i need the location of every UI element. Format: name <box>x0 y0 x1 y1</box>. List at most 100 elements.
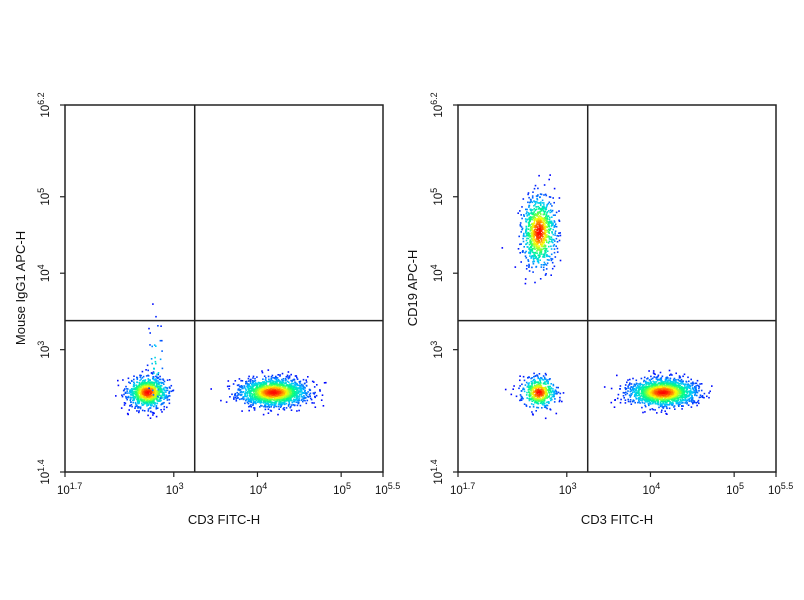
event-dot <box>538 386 540 388</box>
event-dot <box>248 399 250 401</box>
event-dot <box>309 389 312 391</box>
event-dot <box>271 379 274 382</box>
event-dot <box>259 399 262 402</box>
event-dot <box>300 393 302 395</box>
event-dot <box>158 388 161 391</box>
event-dot <box>544 263 546 265</box>
event-dot <box>141 389 144 391</box>
event-dot <box>254 398 256 400</box>
event-dot <box>543 210 546 213</box>
event-dot <box>268 395 270 398</box>
event-dot <box>252 386 254 389</box>
event-dot <box>245 389 247 391</box>
event-dot <box>153 389 156 391</box>
event-dot <box>540 400 542 402</box>
event-dot <box>210 388 212 390</box>
event-dot <box>694 387 696 389</box>
event-dot <box>558 239 561 242</box>
event-dot <box>527 221 530 224</box>
event-dot <box>552 388 554 390</box>
event-dot <box>144 386 147 388</box>
event-dot <box>280 405 282 407</box>
event-dot <box>529 216 532 218</box>
event-dot <box>305 381 308 383</box>
event-dot <box>535 398 537 400</box>
event-dot <box>156 397 158 399</box>
event-dot <box>530 257 532 259</box>
event-dot <box>147 390 150 392</box>
event-dot <box>550 274 552 276</box>
event-dot <box>155 395 158 398</box>
event-dot <box>522 375 525 378</box>
event-dot <box>268 397 271 400</box>
event-dot <box>145 398 147 400</box>
event-dot <box>514 266 517 268</box>
event-dot <box>545 389 548 392</box>
event-dot <box>526 211 528 213</box>
event-dot <box>247 402 250 405</box>
event-dot <box>532 213 535 216</box>
event-dot <box>532 395 535 397</box>
event-dot <box>259 397 262 400</box>
event-dot <box>528 397 530 400</box>
event-dot <box>249 398 252 401</box>
event-dot <box>140 382 143 384</box>
event-dot <box>273 377 276 380</box>
event-dot <box>559 259 562 262</box>
event-dot <box>270 403 272 405</box>
event-dot <box>251 399 254 401</box>
event-dot <box>282 394 285 396</box>
event-dot <box>146 387 149 390</box>
event-dot <box>526 397 528 399</box>
event-dot <box>538 239 541 242</box>
event-dot <box>254 390 257 393</box>
event-dot <box>156 386 159 389</box>
event-dot <box>267 403 269 405</box>
event-dot <box>520 390 523 392</box>
event-dot <box>529 406 531 408</box>
event-dot <box>279 374 281 376</box>
event-dot <box>303 388 305 391</box>
event-dot <box>252 394 254 396</box>
event-dot <box>553 251 556 254</box>
event-dot <box>300 389 303 391</box>
event-dot <box>297 398 300 400</box>
event-dot <box>296 376 298 379</box>
event-dot <box>150 410 152 413</box>
event-dot <box>275 401 277 403</box>
event-dot <box>286 384 288 386</box>
event-dot <box>282 384 285 386</box>
event-dot <box>545 214 548 217</box>
event-dot <box>539 204 542 207</box>
event-dot <box>547 215 549 217</box>
event-dot <box>255 393 257 396</box>
event-dot <box>636 392 639 394</box>
event-dot <box>547 202 550 205</box>
event-dot <box>553 391 555 394</box>
event-dot <box>287 399 289 402</box>
event-dot <box>660 399 662 401</box>
event-dot <box>546 203 548 206</box>
event-dot <box>684 398 686 401</box>
event-dot <box>553 243 556 246</box>
event-dot <box>539 193 542 195</box>
event-dot <box>297 402 300 405</box>
event-dot <box>133 391 135 393</box>
event-dot <box>162 391 164 394</box>
event-dot <box>160 403 162 406</box>
event-dot <box>124 402 127 405</box>
event-dot <box>541 387 544 389</box>
event-dot <box>279 404 282 406</box>
event-dot <box>261 371 264 374</box>
event-dot <box>144 388 147 391</box>
event-dot <box>262 381 264 383</box>
event-dot <box>271 374 274 377</box>
event-dot <box>275 376 277 379</box>
event-dot <box>637 391 640 393</box>
event-dot <box>153 412 155 415</box>
event-dot <box>534 254 536 257</box>
event-dot <box>531 249 534 252</box>
event-dot <box>538 390 541 393</box>
event-dot <box>158 399 160 401</box>
event-dot <box>235 400 238 402</box>
